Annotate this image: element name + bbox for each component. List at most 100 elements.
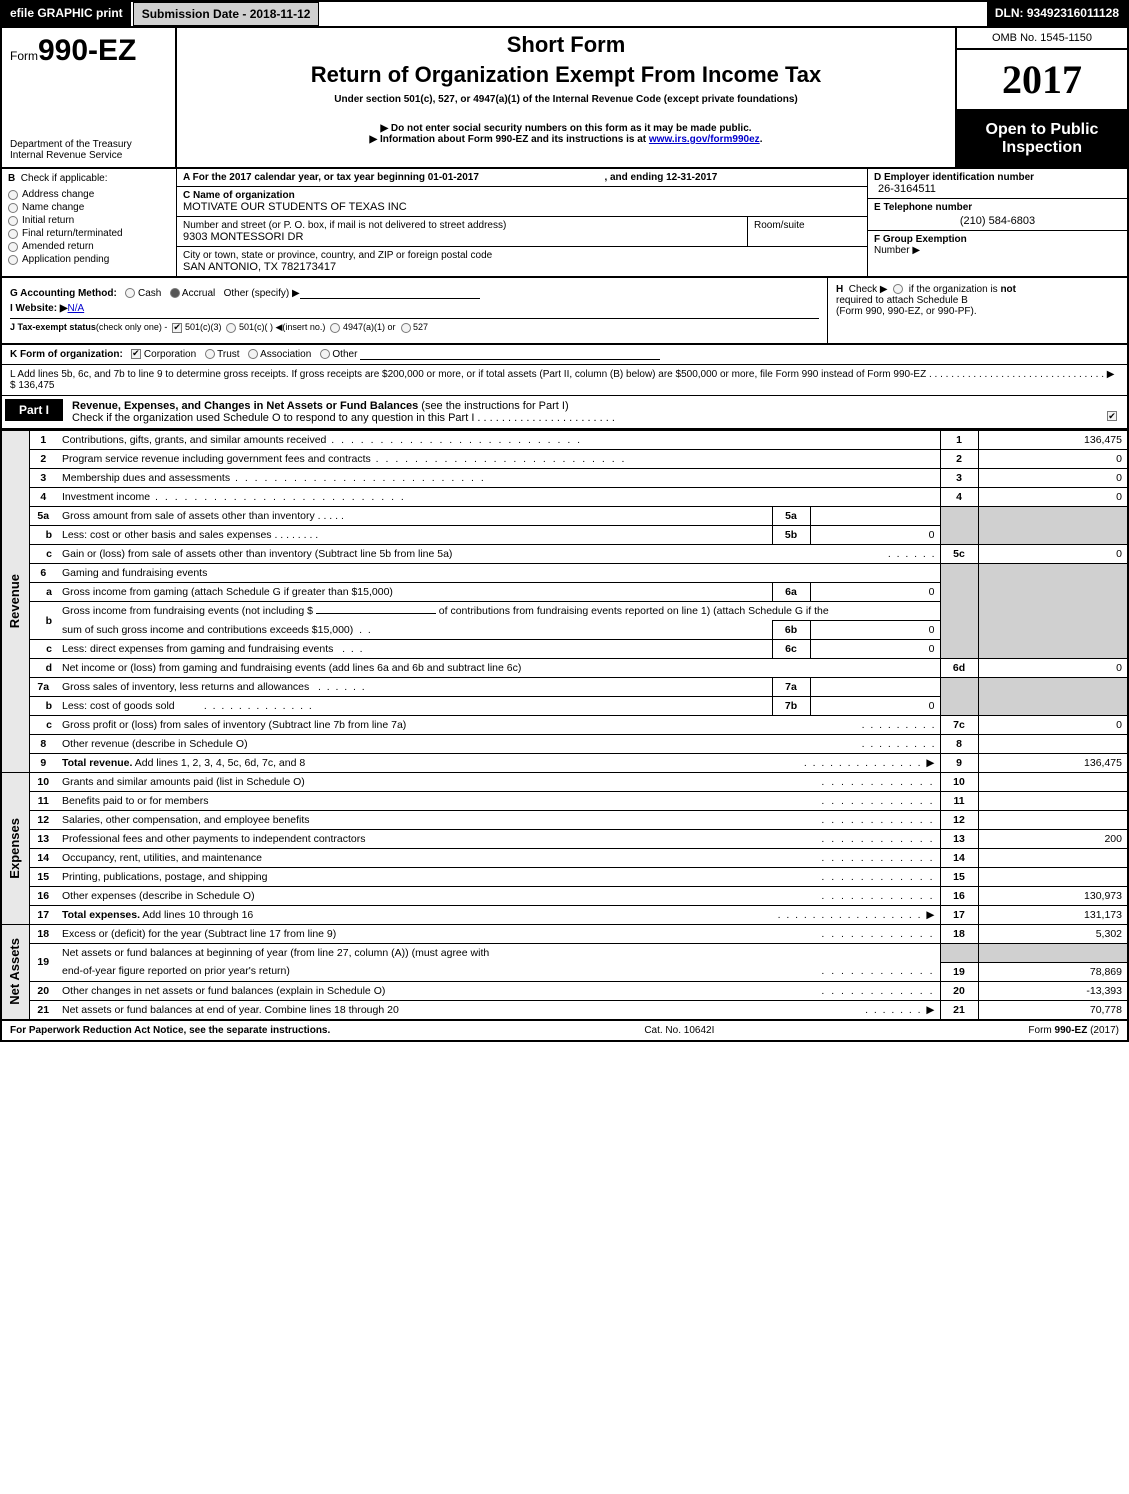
ln-3: 3 — [29, 469, 57, 488]
desc-2-text: Program service revenue including govern… — [62, 453, 626, 465]
chk-label: Name change — [22, 202, 84, 213]
d19b: end-of-year figure reported on prior yea… — [62, 965, 290, 977]
desc-5a: Gross amount from sale of assets other t… — [57, 507, 772, 526]
f-label2: Number ▶ — [874, 245, 920, 256]
g-other-fill[interactable] — [300, 298, 480, 299]
line-7a: 7a Gross sales of inventory, less return… — [1, 678, 1128, 697]
chk-address-change[interactable]: Address change — [8, 189, 170, 200]
ln-21: 21 — [29, 1000, 57, 1020]
grey-7 — [940, 678, 978, 716]
chk-initial-return[interactable]: Initial return — [8, 215, 170, 226]
ln-20: 20 — [29, 981, 57, 1000]
k-other-fill[interactable] — [360, 359, 660, 360]
chk-label: Initial return — [22, 215, 74, 226]
chk-501c[interactable] — [226, 323, 236, 333]
mini-5b: 5b — [772, 526, 810, 545]
num-11: 11 — [940, 792, 978, 811]
instructions-link[interactable]: www.irs.gov/form990ez — [649, 134, 760, 145]
section-l: L Add lines 5b, 6c, and 7b to line 9 to … — [0, 365, 1129, 396]
desc-12: Salaries, other compensation, and employ… — [57, 811, 940, 830]
line-2: 2 Program service revenue including gove… — [1, 450, 1128, 469]
radio-accrual[interactable] — [170, 288, 180, 298]
ln-10: 10 — [29, 773, 57, 792]
mval-6b: 0 — [810, 621, 940, 640]
b-heading: Check if applicable: — [21, 173, 108, 184]
part1-title: Revenue, Expenses, and Changes in Net As… — [72, 400, 421, 412]
gij-left: G Accounting Method: Cash Accrual Other … — [2, 278, 827, 343]
header-right: OMB No. 1545-1150 2017 Open to Public In… — [957, 28, 1127, 167]
subheading: Under section 501(c), 527, or 4947(a)(1)… — [187, 94, 945, 105]
d15: Printing, publications, postage, and shi… — [62, 871, 267, 883]
open-line2: Inspection — [961, 139, 1123, 157]
mini-7a: 7a — [772, 678, 810, 697]
ln-12: 12 — [29, 811, 57, 830]
line-5c: c Gain or (loss) from sale of assets oth… — [1, 545, 1128, 564]
ln-5a: 5a — [29, 507, 57, 526]
ln-4: 4 — [29, 488, 57, 507]
chk-other[interactable] — [320, 349, 330, 359]
d7a: Gross sales of inventory, less returns a… — [62, 681, 309, 693]
val-10 — [978, 773, 1128, 792]
line-5a: 5a Gross amount from sale of assets othe… — [1, 507, 1128, 526]
h-line3: (Form 990, 990-EZ, or 990-PF). — [836, 306, 1119, 317]
chk-name-change[interactable]: Name change — [8, 202, 170, 213]
chk-corporation[interactable] — [131, 349, 141, 359]
d11: Benefits paid to or for members — [62, 795, 208, 807]
form-no-big: 990-EZ — [38, 34, 136, 67]
num-9: 9 — [940, 754, 978, 773]
part1-check-line: Check if the organization used Schedule … — [72, 412, 615, 424]
grey-5 — [940, 507, 978, 545]
k-prefix: K Form of organization: — [10, 349, 123, 360]
line-12: 12 Salaries, other compensation, and emp… — [1, 811, 1128, 830]
dln-label: DLN: 93492316011128 — [987, 2, 1127, 26]
line-7c: c Gross profit or (loss) from sales of i… — [1, 716, 1128, 735]
desc-16: Other expenses (describe in Schedule O) — [57, 887, 940, 906]
chk-4947[interactable] — [330, 323, 340, 333]
desc-18: Excess or (deficit) for the year (Subtra… — [57, 925, 940, 944]
form-number: Form990-EZ — [10, 34, 167, 68]
chk-label: Final return/terminated — [22, 228, 123, 239]
mval-5b: 0 — [810, 526, 940, 545]
chk-527[interactable] — [401, 323, 411, 333]
val-4: 0 — [978, 488, 1128, 507]
ln-9: 9 — [29, 754, 57, 773]
ln-6: 6 — [29, 564, 57, 583]
line-21: 21 Net assets or fund balances at end of… — [1, 1000, 1128, 1020]
chk-application-pending[interactable]: Application pending — [8, 254, 170, 265]
website-link[interactable]: N/A — [68, 303, 85, 314]
section-e: E Telephone number (210) 584-6803 — [868, 199, 1127, 231]
desc-5c-text: Gain or (loss) from sale of assets other… — [62, 548, 452, 560]
mval-7b: 0 — [810, 697, 940, 716]
num-6d: 6d — [940, 659, 978, 678]
desc-6c: Less: direct expenses from gaming and fu… — [57, 640, 772, 659]
ln-16: 16 — [29, 887, 57, 906]
tax-year: 2017 — [957, 50, 1127, 111]
chk-h[interactable] — [893, 284, 903, 294]
part1-checkbox[interactable] — [1107, 411, 1117, 421]
j-opt4: 527 — [413, 322, 428, 332]
form-prefix: Form — [10, 49, 38, 63]
line-19a: 19 Net assets or fund balances at beginn… — [1, 944, 1128, 963]
desc-3: Membership dues and assessments — [57, 469, 940, 488]
desc-4-text: Investment income — [62, 491, 406, 503]
mini-5a: 5a — [772, 507, 810, 526]
efile-print-button[interactable]: efile GRAPHIC print — [2, 2, 133, 26]
val-20: -13,393 — [978, 981, 1128, 1000]
main-title: Return of Organization Exempt From Incom… — [187, 62, 945, 88]
d6b-fill[interactable] — [316, 613, 436, 614]
chk-amended-return[interactable]: Amended return — [8, 241, 170, 252]
radio-cash[interactable] — [125, 288, 135, 298]
header-mid: Short Form Return of Organization Exempt… — [177, 28, 957, 167]
footer-right: Form 990-EZ (2017) — [1028, 1025, 1119, 1036]
h-line2: required to attach Schedule B — [836, 295, 1119, 306]
section-def: D Employer identification number 26-3164… — [867, 169, 1127, 276]
omb-number: OMB No. 1545-1150 — [957, 28, 1127, 50]
chk-final-return[interactable]: Final return/terminated — [8, 228, 170, 239]
chk-501c3[interactable] — [172, 323, 182, 333]
chk-trust[interactable] — [205, 349, 215, 359]
section-d: D Employer identification number 26-3164… — [868, 169, 1127, 199]
desc-7c: Gross profit or (loss) from sales of inv… — [57, 716, 940, 735]
d16: Other expenses (describe in Schedule O) — [62, 890, 255, 902]
chk-association[interactable] — [248, 349, 258, 359]
section-g: G Accounting Method: Cash Accrual Other … — [10, 288, 819, 299]
